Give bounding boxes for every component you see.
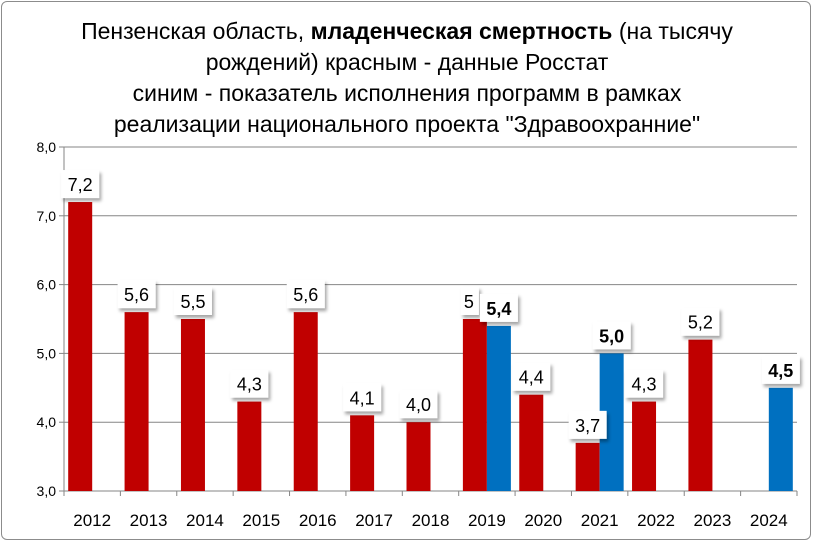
data-label-box xyxy=(117,280,156,309)
bar-red xyxy=(237,401,262,491)
bar-red xyxy=(688,339,713,491)
data-label: 4,4 xyxy=(519,368,544,388)
x-tick-label: 2013 xyxy=(130,511,168,530)
bar-red xyxy=(632,401,657,491)
bar-red xyxy=(575,442,600,491)
data-label-box xyxy=(61,170,100,199)
data-label-box xyxy=(230,369,269,398)
bar-red xyxy=(406,422,431,491)
title-part1: Пензенская область, xyxy=(81,18,311,44)
data-label: 5,6 xyxy=(124,285,149,305)
data-label-box xyxy=(460,287,479,315)
bar-red xyxy=(350,415,375,491)
x-tick-label: 2018 xyxy=(412,511,450,530)
x-tick-label: 2022 xyxy=(637,511,675,530)
x-tick-label: 2014 xyxy=(186,511,224,530)
data-label: 4,3 xyxy=(632,375,657,395)
bar-red xyxy=(68,202,93,492)
x-tick-label: 2020 xyxy=(524,511,562,530)
x-tick-label: 2017 xyxy=(355,511,393,530)
title-bold: младенческая смертность xyxy=(310,18,613,44)
data-label: 5 xyxy=(464,292,474,312)
x-tick-label: 2016 xyxy=(299,511,337,530)
y-tick-label: 6,0 xyxy=(37,277,57,293)
bar-red xyxy=(124,312,149,491)
bars xyxy=(68,202,793,492)
x-tick-label: 2012 xyxy=(73,511,111,530)
bar-blue xyxy=(768,387,793,491)
y-tick-label: 4,0 xyxy=(37,414,57,430)
data-label-box xyxy=(479,293,518,322)
data-label: 4,5 xyxy=(768,361,793,381)
title-part2: (на тысячу рождений) красным - данные Ро… xyxy=(205,18,733,75)
data-label: 5,6 xyxy=(293,285,318,305)
data-label-box xyxy=(173,287,212,315)
x-tick-label: 2021 xyxy=(581,511,619,530)
y-tick-label: 8,0 xyxy=(37,139,57,155)
data-label-box xyxy=(399,390,438,419)
bar-red xyxy=(519,394,544,491)
chart-title: Пензенская область, младенческая смертно… xyxy=(40,16,774,140)
data-label: 4,0 xyxy=(406,395,431,415)
data-label: 5,5 xyxy=(180,292,205,312)
y-tick-label: 7,0 xyxy=(37,208,57,224)
data-label: 3,7 xyxy=(575,416,600,436)
data-label: 5,2 xyxy=(688,313,713,333)
bar-red xyxy=(180,319,205,491)
data-label-box xyxy=(761,355,800,384)
x-tick-label: 2019 xyxy=(468,511,506,530)
data-label: 4,3 xyxy=(237,375,262,395)
data-label-box xyxy=(681,307,720,336)
bar-blue xyxy=(486,325,511,491)
x-tick-label: 2024 xyxy=(750,511,788,530)
data-label-box xyxy=(625,369,664,398)
bar-red xyxy=(293,312,318,491)
data-label-box xyxy=(286,280,325,309)
data-label-box xyxy=(592,321,631,350)
title-line4: реализации национального проекта "Здраво… xyxy=(113,111,701,137)
x-tick-label: 2023 xyxy=(694,511,732,530)
bar-red xyxy=(462,319,487,491)
title-line3: синим - показатель исполнения программ в… xyxy=(132,80,682,106)
y-tick-label: 3,0 xyxy=(37,483,57,499)
y-tick-label: 5,0 xyxy=(37,345,57,361)
data-label: 7,2 xyxy=(68,175,93,195)
data-label-box xyxy=(343,383,382,412)
x-tick-label: 2015 xyxy=(242,511,280,530)
data-label: 4,1 xyxy=(350,388,375,408)
data-label: 5,4 xyxy=(486,299,511,319)
data-label-box xyxy=(512,362,551,391)
data-label-box xyxy=(568,410,607,439)
data-labels: 7,2 5,6 5,5 4,3 5,6 4,1 4,0 5 5,4 4,4 3,7 5,0 4,3 5,2… xyxy=(61,170,800,439)
data-label: 5,0 xyxy=(599,326,624,346)
